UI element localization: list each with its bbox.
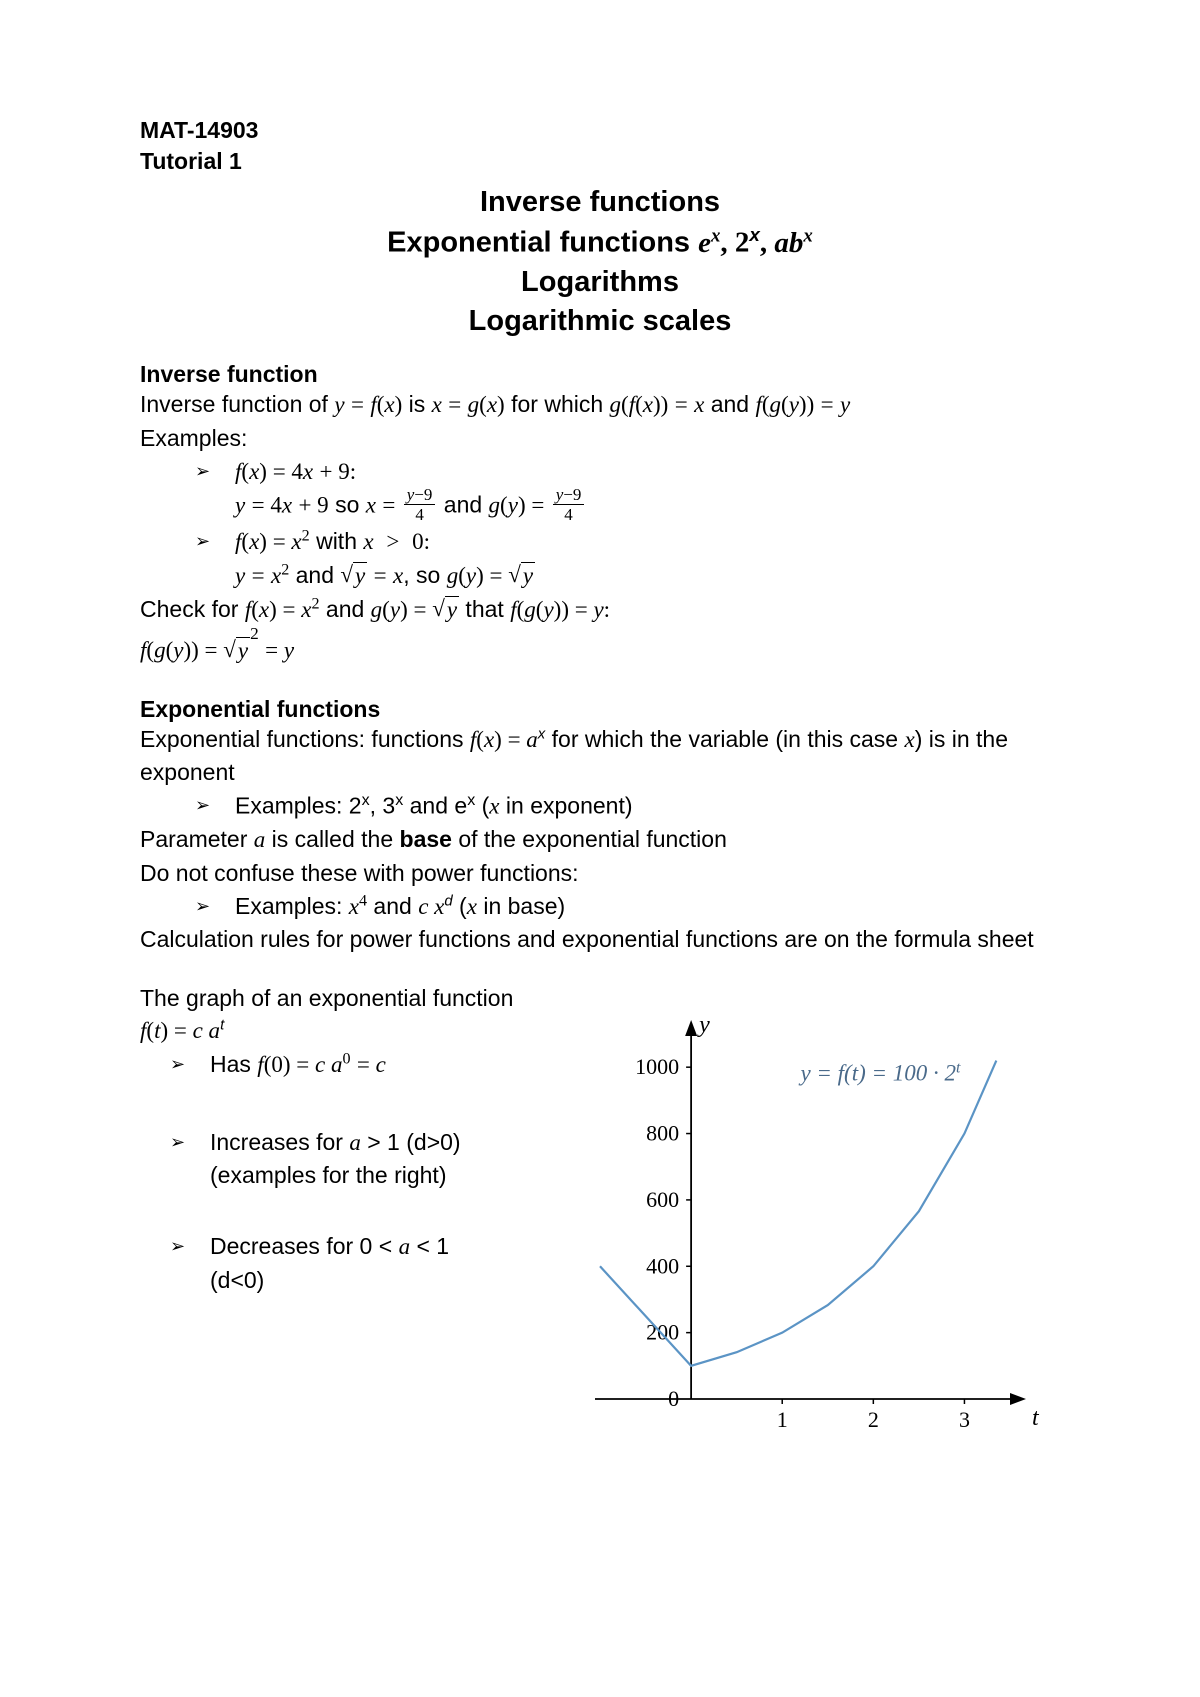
course-code: MAT-14903	[140, 115, 1060, 146]
exp-graph-b3: ➢ Decreases for 0 < a < 1 (d<0)	[140, 1230, 500, 1296]
inverse-check: Check for f(x) = x2 and g(y) = √y that f…	[140, 593, 1060, 627]
svg-text:y = f(t) = 100 · 2t: y = f(t) = 100 · 2t	[798, 1059, 961, 1086]
title-line-3: Logarithms	[140, 263, 1060, 302]
svg-text:800: 800	[646, 1121, 679, 1146]
inverse-example-1: ➢ f(x) = 4x + 9: y = 4x + 9 so x = y−94 …	[140, 455, 1060, 526]
exp-definition: Exponential functions: functions f(x) = …	[140, 723, 1060, 789]
examples-label: Examples:	[140, 422, 1060, 455]
svg-text:2: 2	[868, 1407, 879, 1432]
tutorial-number: Tutorial 1	[140, 146, 1060, 177]
bullet-icon: ➢	[195, 525, 235, 557]
svg-text:1000: 1000	[635, 1055, 679, 1080]
exp-graph-intro: The graph of an exponential function	[140, 982, 1060, 1015]
bullet-icon: ➢	[170, 1126, 210, 1158]
inverse-example-2: ➢ f(x) = x2 with x > 0: y = x2 and √y = …	[140, 525, 1060, 592]
bullet-icon: ➢	[195, 789, 235, 821]
bullet-icon: ➢	[170, 1230, 210, 1262]
bullet-icon: ➢	[170, 1048, 210, 1080]
exp-power-example: ➢ Examples: x4 and c xd (x in base)	[140, 890, 1060, 924]
bullet-icon: ➢	[195, 455, 235, 487]
svg-text:600: 600	[646, 1187, 679, 1212]
exp-example-1: ➢ Examples: 2x, 3x and ex (x in exponent…	[140, 789, 1060, 823]
exp-graph-fn: f(t) = c at	[140, 1014, 500, 1048]
svg-text:1: 1	[777, 1407, 788, 1432]
exp-graph-b1: ➢ Has f(0) = c a0 = c	[140, 1048, 500, 1082]
exp-graph-b2: ➢ Increases for a > 1 (d>0) (examples fo…	[140, 1126, 500, 1192]
exp-base-note: Parameter a is called the base of the ex…	[140, 823, 1060, 857]
graph-two-column: f(t) = c at ➢ Has f(0) = c a0 = c ➢ Incr…	[140, 1014, 1060, 1449]
exp-power-warning: Do not confuse these with power function…	[140, 857, 1060, 890]
svg-text:0: 0	[668, 1386, 679, 1411]
svg-text:400: 400	[646, 1254, 679, 1279]
document-title: Inverse functions Exponential functions …	[140, 183, 1060, 341]
svg-text:t: t	[1032, 1405, 1040, 1431]
inverse-check-result: f(g(y)) = √y2 = y	[140, 632, 1060, 667]
document-page: MAT-14903 Tutorial 1 Inverse functions E…	[0, 0, 1200, 1697]
page-header: MAT-14903 Tutorial 1	[140, 115, 1060, 177]
section-heading-inverse: Inverse function	[140, 361, 1060, 388]
svg-text:3: 3	[959, 1407, 970, 1432]
exp-rules-note: Calculation rules for power functions an…	[140, 923, 1060, 956]
inverse-definition: Inverse function of y = f(x) is x = g(x)…	[140, 388, 1060, 422]
bullet-icon: ➢	[195, 890, 235, 922]
section-heading-exponential: Exponential functions	[140, 696, 1060, 723]
title-line-2: Exponential functions ex, 2x, abx	[140, 222, 1060, 263]
title-line-1: Inverse functions	[140, 183, 1060, 222]
svg-text:y: y	[697, 1012, 710, 1038]
title-line-4: Logarithmic scales	[140, 302, 1060, 341]
exponential-chart: 02004006008001000123yty = f(t) = 100 · 2…	[520, 1014, 1060, 1449]
